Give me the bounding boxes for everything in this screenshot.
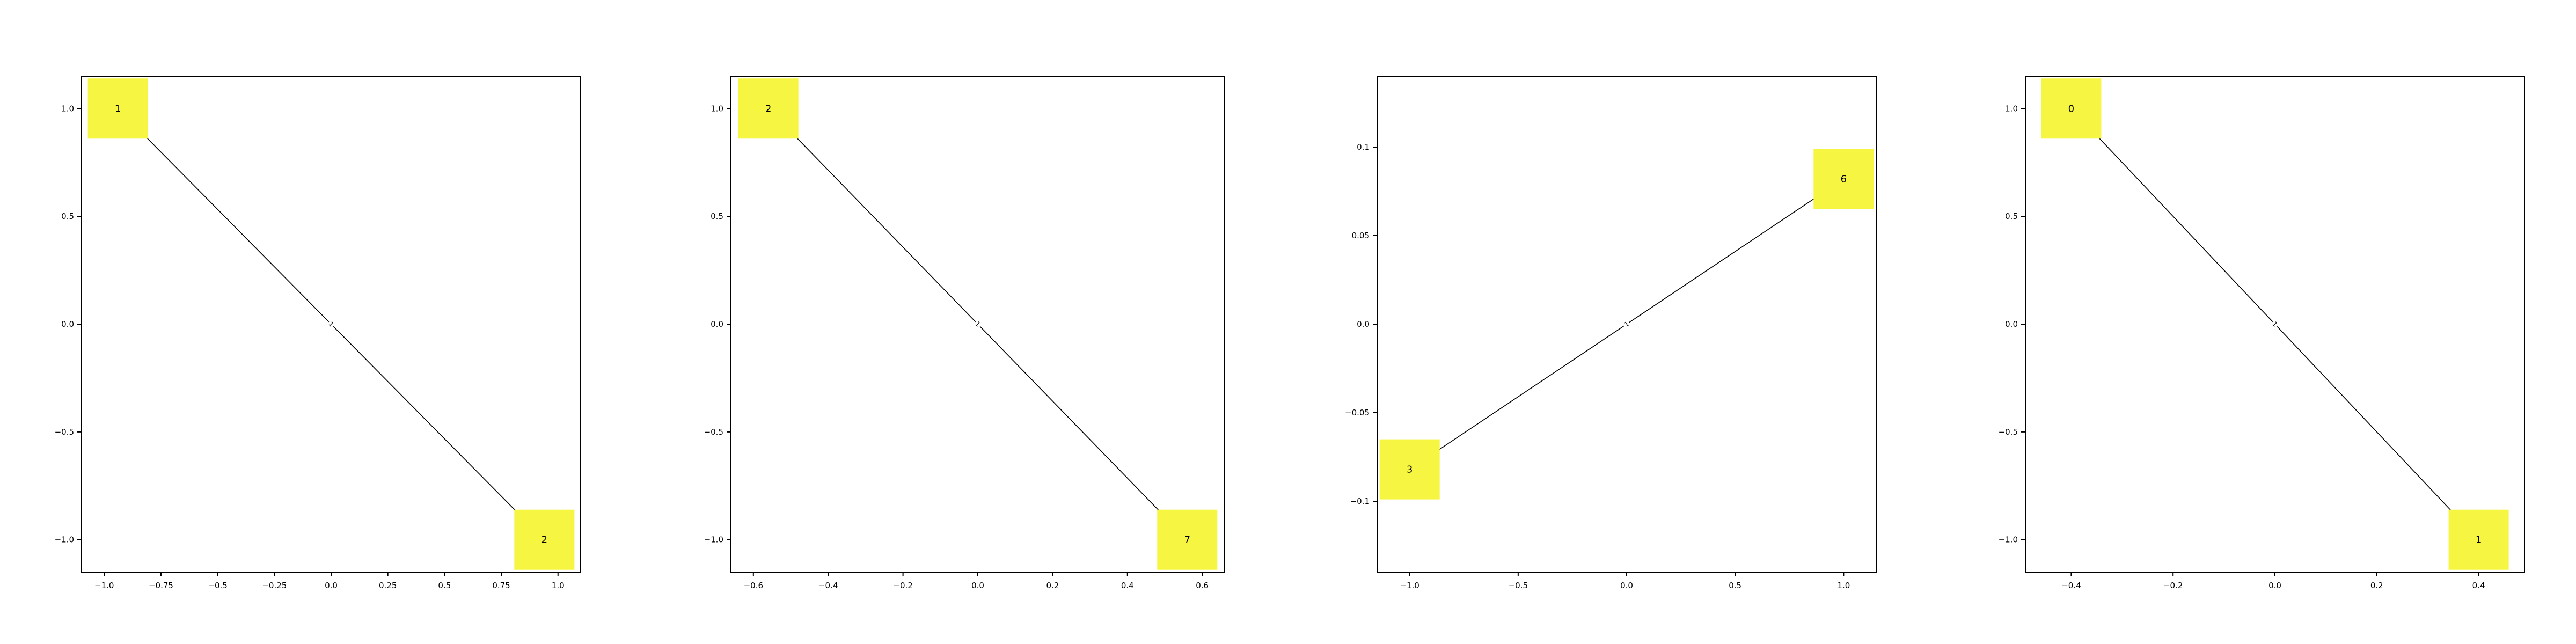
x-tick-label: −0.4	[818, 581, 838, 590]
x-tick-label: −0.4	[2061, 581, 2081, 590]
x-tick-label: −0.75	[149, 581, 173, 590]
node-label: 2	[765, 103, 771, 114]
x-tick-label: 0.2	[2370, 581, 2383, 590]
node-box	[87, 78, 148, 139]
y-tick-label: 0.0	[2005, 319, 2018, 329]
edge-label-background	[972, 319, 983, 330]
x-tick-label: −0.5	[208, 581, 227, 590]
node-box	[514, 509, 575, 570]
node-label: 0	[2068, 103, 2074, 114]
x-tick-label: −0.2	[2163, 581, 2183, 590]
node-box	[1813, 149, 1874, 209]
node-box	[1157, 509, 1218, 570]
y-tick-label: 0.1	[1357, 142, 1370, 152]
edge-label-background	[326, 319, 336, 330]
y-tick-label: −0.1	[1350, 496, 1370, 506]
y-tick-label: 0.05	[1352, 231, 1370, 240]
x-tick-label: 0.75	[492, 581, 510, 590]
y-tick-label: 0.0	[1357, 319, 1370, 329]
node-box	[738, 78, 799, 139]
y-tick-label: −0.5	[55, 427, 74, 437]
y-tick-label: 1.0	[711, 104, 723, 113]
y-tick-label: −1.0	[55, 535, 74, 545]
x-tick-label: −0.25	[262, 581, 287, 590]
y-tick-label: 0.5	[2005, 211, 2018, 221]
y-tick-label: −0.5	[704, 427, 723, 437]
x-tick-label: 1.0	[552, 581, 565, 590]
y-tick-label: 1.0	[61, 104, 74, 113]
x-tick-label: 0.5	[1729, 581, 1741, 590]
x-tick-label: −0.6	[744, 581, 763, 590]
y-tick-label: 0.5	[61, 211, 74, 221]
node-label: 7	[1184, 535, 1190, 546]
network-panel-1: −1.0 −0.75 −0.5 −0.25 0.0 0.25 0.5 0.75 1.0 −1.0 −…	[55, 76, 581, 590]
node-label: 3	[1407, 464, 1413, 475]
y-tick-label: 1.0	[2005, 104, 2018, 113]
x-tick-label: 0.25	[379, 581, 397, 590]
y-tick-label: −0.05	[1345, 408, 1370, 418]
y-tick-label: −1.0	[704, 535, 723, 545]
node-label: 2	[541, 535, 547, 546]
x-tick-label: 0.4	[1121, 581, 1134, 590]
x-tick-label: 0.5	[438, 581, 451, 590]
x-tick-label: −1.0	[1400, 581, 1419, 590]
y-tick-label: −0.5	[1999, 427, 2018, 437]
y-tick-label: 0.0	[61, 319, 74, 329]
x-tick-label: −0.2	[893, 581, 912, 590]
x-tick-label: 0.0	[971, 581, 984, 590]
edge-label-background	[2270, 319, 2280, 330]
x-tick-label: 0.0	[1620, 581, 1633, 590]
x-tick-label: 0.0	[325, 581, 338, 590]
x-tick-label: 0.0	[2268, 581, 2281, 590]
node-box	[1379, 439, 1440, 500]
x-tick-label: −0.5	[1509, 581, 1528, 590]
x-tick-label: 0.2	[1046, 581, 1059, 590]
node-label: 6	[1841, 173, 1847, 185]
network-panel-2: −0.6 −0.4 −0.2 0.0 0.2 0.4 0.6 −1.0 −0.5 0.0 0.5 1.…	[704, 76, 1225, 590]
y-tick-label: −1.0	[1999, 535, 2018, 545]
x-tick-label: 1.0	[1837, 581, 1850, 590]
node-box	[2448, 509, 2509, 570]
node-label: 1	[115, 103, 121, 114]
y-tick-label: 0.5	[711, 211, 723, 221]
x-tick-label: −1.0	[94, 581, 114, 590]
x-tick-label: 0.4	[2472, 581, 2485, 590]
edge-label-background	[1621, 319, 1632, 330]
x-tick-label: 0.6	[1196, 581, 1209, 590]
y-tick-label: 0.0	[711, 319, 723, 329]
node-box	[2041, 78, 2102, 139]
node-label: 1	[2476, 535, 2482, 546]
